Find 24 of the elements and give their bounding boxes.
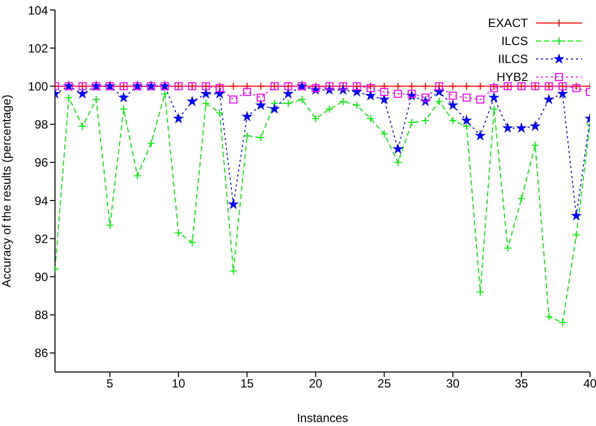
x-tick-label: 20 xyxy=(308,376,323,391)
y-tick-label: 102 xyxy=(28,41,48,56)
legend-label: ILCS xyxy=(501,33,528,50)
x-tick-label: 25 xyxy=(378,376,392,391)
y-tick-label: 90 xyxy=(34,270,48,284)
y-tick-label: 98 xyxy=(34,118,48,132)
x-tick-label: 5 xyxy=(106,376,114,391)
x-tick-label: 30 xyxy=(446,376,460,391)
y-tick-label: 100 xyxy=(28,79,48,94)
x-tick-label: 10 xyxy=(172,376,186,391)
x-axis-title: Instances xyxy=(296,411,348,425)
y-tick-label: 88 xyxy=(34,308,48,322)
legend-label: IILCS xyxy=(498,51,528,68)
x-tick-label: 15 xyxy=(240,376,254,391)
y-axis-title: Accuracy of the results (percentage) xyxy=(0,94,14,288)
y-tick-label: 94 xyxy=(34,194,48,208)
legend-label: EXACT xyxy=(488,15,528,32)
x-tick-label: 35 xyxy=(514,376,528,391)
y-tick-label: 96 xyxy=(34,156,48,170)
y-tick-label: 104 xyxy=(28,3,48,18)
legend-label: HYB2 xyxy=(496,69,528,86)
y-tick-label: 92 xyxy=(34,232,48,246)
y-tick-label: 86 xyxy=(34,346,48,360)
x-tick-label: 40 xyxy=(583,376,596,391)
